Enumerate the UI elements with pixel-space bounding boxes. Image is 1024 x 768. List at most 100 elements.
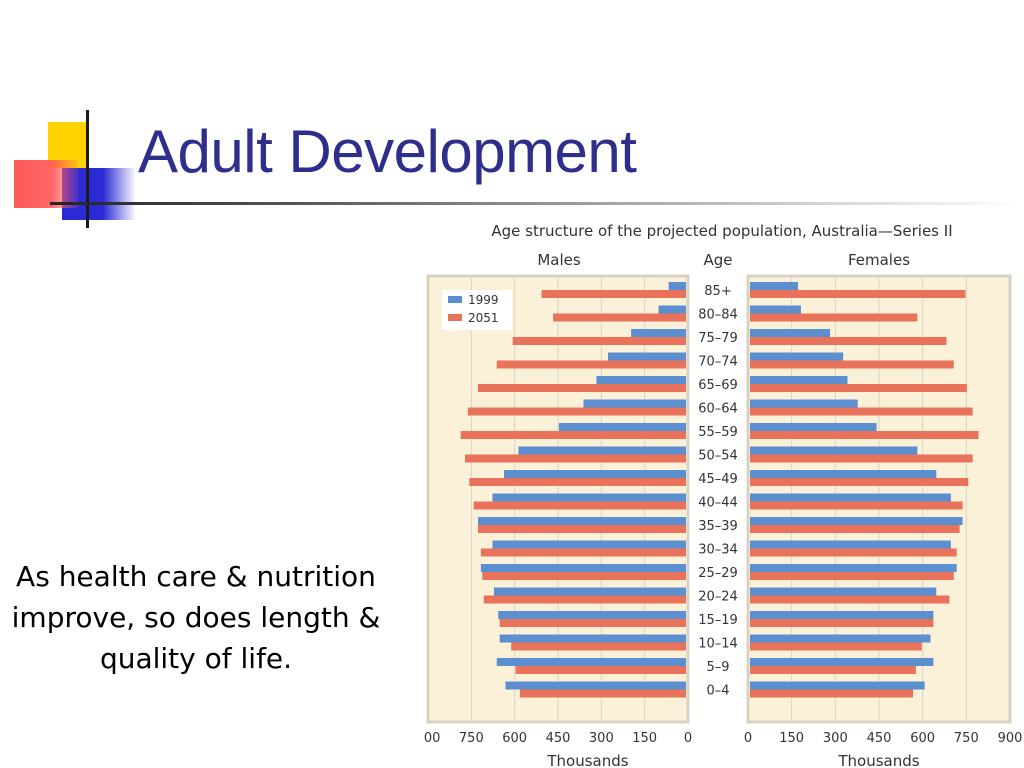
bar-male-1999 — [496, 658, 686, 666]
bar-male-2051 — [465, 454, 686, 463]
males-x-axis-title: Thousands — [546, 752, 628, 768]
bar-female-1999 — [750, 658, 934, 666]
bar-male-2051 — [480, 548, 686, 557]
bar-male-2051 — [499, 619, 686, 627]
bar-female-1999 — [750, 376, 848, 384]
bar-female-1999 — [750, 423, 877, 431]
bar-female-1999 — [750, 305, 801, 314]
population-pyramid-chart: Age structure of the projected populatio… — [424, 222, 1023, 768]
bar-male-2051 — [478, 384, 686, 392]
bar-male-1999 — [668, 282, 686, 290]
age-group-label: 50–54 — [698, 449, 738, 464]
age-group-label: 25–29 — [698, 566, 738, 581]
age-group-label: 45–49 — [698, 472, 738, 487]
bar-female-2051 — [750, 360, 954, 369]
bar-female-1999 — [750, 564, 957, 572]
males-tick-label: 150 — [632, 731, 657, 746]
bar-female-2051 — [750, 619, 934, 627]
bar-female-2051 — [750, 595, 950, 604]
bar-female-2051 — [750, 431, 979, 439]
bar-female-1999 — [750, 446, 918, 455]
males-tick-label: 0 — [684, 731, 692, 746]
males-tick-label: 600 — [502, 731, 527, 746]
bar-male-2051 — [519, 689, 686, 698]
age-group-label: 75–79 — [698, 331, 738, 346]
bar-female-2051 — [750, 478, 969, 486]
bar-male-1999 — [608, 352, 686, 361]
bar-male-2051 — [553, 313, 686, 322]
bar-male-1999 — [493, 587, 686, 596]
females-tick-label: 150 — [779, 731, 804, 746]
age-group-label: 10–14 — [698, 637, 738, 652]
bar-male-1999 — [492, 540, 686, 549]
bar-male-1999 — [558, 423, 686, 431]
deco-red-square — [14, 160, 78, 208]
bar-female-2051 — [750, 525, 960, 533]
bar-male-2051 — [512, 337, 686, 345]
bar-male-2051 — [467, 407, 686, 416]
bar-male-1999 — [492, 493, 686, 502]
bar-female-2051 — [750, 642, 922, 651]
bar-male-2051 — [496, 360, 686, 369]
legend-entry-2051: 2051 — [468, 311, 499, 325]
females-tick-label: 450 — [867, 731, 892, 746]
bar-female-2051 — [750, 501, 963, 510]
bar-male-1999 — [505, 681, 686, 690]
bar-female-1999 — [750, 517, 963, 525]
bar-female-2051 — [750, 290, 966, 298]
bar-male-1999 — [478, 517, 686, 525]
bar-female-1999 — [750, 352, 844, 361]
females-tick-label: 300 — [823, 731, 848, 746]
bar-male-1999 — [631, 329, 686, 337]
chart-title: Age structure of the projected populatio… — [491, 222, 952, 240]
bar-female-1999 — [750, 587, 937, 596]
bar-female-1999 — [750, 329, 831, 337]
bar-male-2051 — [483, 595, 686, 604]
age-group-label: 15–19 — [698, 613, 738, 628]
bar-male-2051 — [511, 642, 686, 651]
legend-swatch-2051 — [448, 314, 462, 321]
males-tick-label: 900 — [424, 731, 440, 746]
females-tick-label: 900 — [998, 731, 1023, 746]
males-tick-label: 300 — [589, 731, 614, 746]
bar-female-1999 — [750, 540, 951, 549]
legend-swatch-1999 — [448, 296, 462, 303]
age-group-label: 55–59 — [698, 425, 738, 440]
bar-male-2051 — [473, 501, 686, 510]
bar-male-2051 — [541, 290, 686, 298]
females-label: Females — [848, 251, 910, 269]
bar-female-1999 — [750, 470, 937, 478]
bar-male-1999 — [504, 470, 686, 478]
age-group-label: 5–9 — [706, 660, 729, 675]
age-group-label: 70–74 — [698, 355, 738, 370]
age-group-label: 85+ — [704, 284, 731, 299]
bar-female-2051 — [750, 337, 947, 345]
bar-female-1999 — [750, 634, 931, 643]
bar-male-1999 — [518, 446, 686, 455]
legend-entry-1999: 1999 — [468, 293, 499, 307]
bar-female-1999 — [750, 611, 934, 619]
slide-title: Adult Development — [138, 118, 637, 185]
bar-male-2051 — [482, 572, 686, 580]
bar-female-2051 — [750, 548, 957, 557]
bar-female-1999 — [750, 681, 925, 690]
body-text: As health care & nutrition improve, so d… — [11, 560, 381, 675]
bar-female-1999 — [750, 399, 858, 408]
bar-female-2051 — [750, 313, 918, 322]
deco-title-underline — [50, 202, 1024, 205]
bar-male-1999 — [583, 399, 686, 408]
bar-female-1999 — [750, 493, 951, 502]
bar-female-2051 — [750, 407, 973, 416]
bar-female-2051 — [750, 572, 954, 580]
bar-male-2051 — [515, 666, 686, 674]
age-group-label: 35–39 — [698, 519, 738, 534]
age-group-label: 30–34 — [698, 543, 738, 558]
males-label: Males — [537, 251, 581, 269]
bar-female-2051 — [750, 384, 967, 392]
females-x-axis-title: Thousands — [837, 752, 919, 768]
bar-male-1999 — [658, 305, 686, 314]
age-group-label: 60–64 — [698, 402, 738, 417]
age-group-label: 0–4 — [706, 684, 729, 699]
females-tick-label: 600 — [910, 731, 935, 746]
bar-female-2051 — [750, 666, 916, 674]
